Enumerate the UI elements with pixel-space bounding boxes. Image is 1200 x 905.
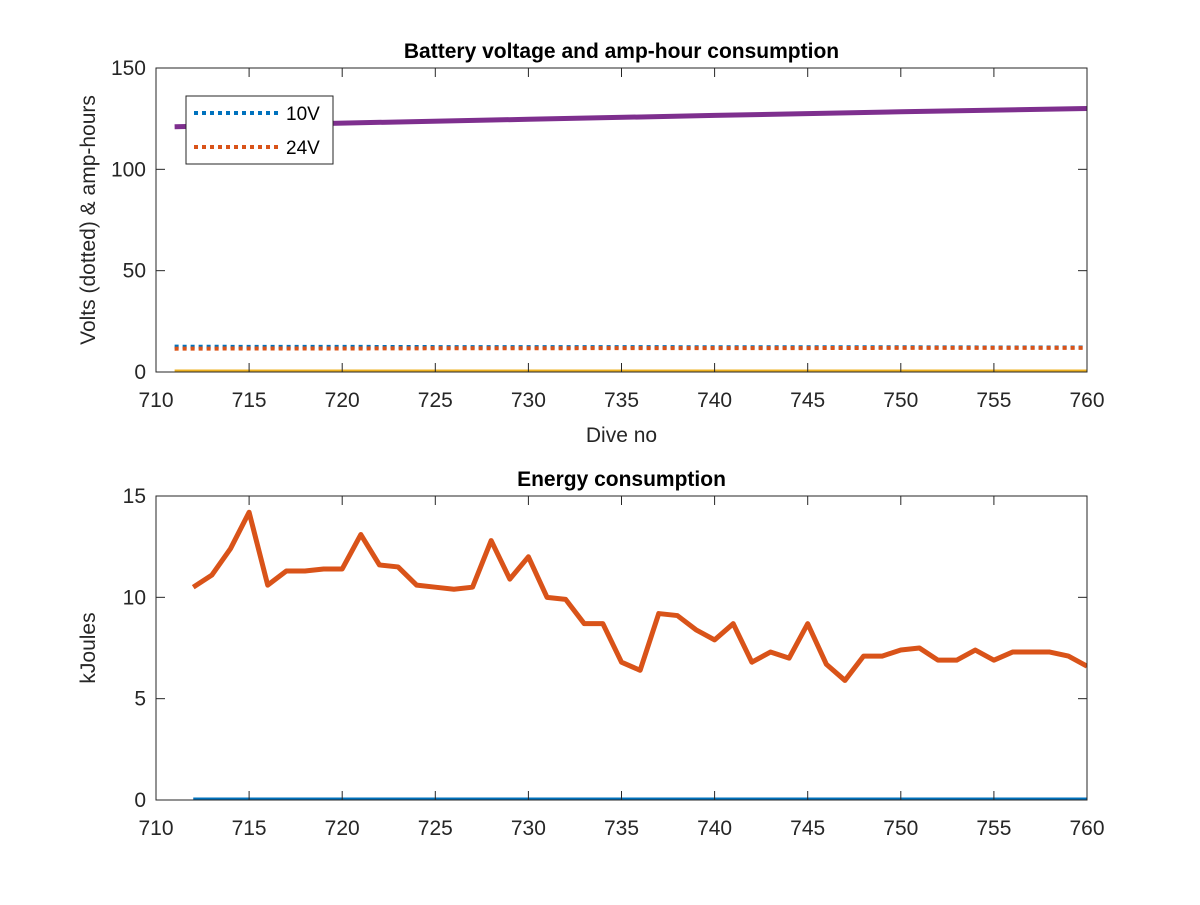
x-tick-label: 730 — [511, 389, 546, 412]
legend-label-10v: 10V — [286, 104, 320, 125]
chart-title: Energy consumption — [517, 468, 726, 491]
chart-title: Battery voltage and amp-hour consumption — [404, 40, 839, 63]
x-tick-label: 725 — [418, 817, 453, 840]
chart-2: 710 715 720 725 730 735 740 745 750 755 760 0 5 10 15 E… — [77, 468, 1105, 840]
x-tick-label: 755 — [976, 817, 1011, 840]
x-tick-label: 720 — [325, 817, 360, 840]
x-tick-label: 755 — [976, 389, 1011, 412]
y-tick-label: 100 — [111, 158, 146, 181]
legend: 10V 24V — [185, 95, 334, 165]
x-tick-label: 750 — [883, 817, 918, 840]
y-tick-label: 5 — [134, 688, 146, 711]
series-line-2 — [191, 509, 1087, 683]
x-tick-label: 750 — [883, 389, 918, 412]
x-tick-label: 735 — [604, 817, 639, 840]
x-tick-label: 740 — [697, 817, 732, 840]
x-tick-label: 760 — [1069, 389, 1104, 412]
plot-area-frame — [155, 495, 1088, 801]
series-line-24v — [174, 345, 1087, 351]
y-tick-label: 0 — [134, 361, 146, 384]
y-axis-label: kJoules — [77, 612, 100, 683]
legend-box — [185, 95, 334, 165]
x-tick-label: 740 — [697, 389, 732, 412]
y-tick-label: 150 — [111, 57, 146, 80]
x-tick-label: 720 — [325, 389, 360, 412]
legend-label-24v: 24V — [286, 138, 320, 159]
y-tick-label: 15 — [123, 485, 146, 508]
chart-1: 710 715 720 725 730 735 740 745 750 755 760 0 50 100 1… — [77, 40, 1105, 447]
x-tick-label: 710 — [138, 817, 173, 840]
x-tick-label: 735 — [604, 389, 639, 412]
x-tick-label: 730 — [511, 817, 546, 840]
y-tick-label: 10 — [123, 586, 146, 609]
y-axis-label: Volts (dotted) & amp-hours — [77, 95, 100, 345]
x-tick-label: 715 — [232, 389, 267, 412]
x-tick-label: 710 — [138, 389, 173, 412]
x-tick-label: 745 — [790, 817, 825, 840]
x-tick-label: 715 — [232, 817, 267, 840]
x-tick-label: 760 — [1069, 817, 1104, 840]
series-group — [191, 509, 1087, 800]
x-tick-label: 725 — [418, 389, 453, 412]
y-tick-label: 50 — [123, 260, 146, 283]
x-axis-label: Dive no — [586, 424, 657, 447]
y-tick-label: 0 — [134, 789, 146, 812]
x-tick-label: 745 — [790, 389, 825, 412]
